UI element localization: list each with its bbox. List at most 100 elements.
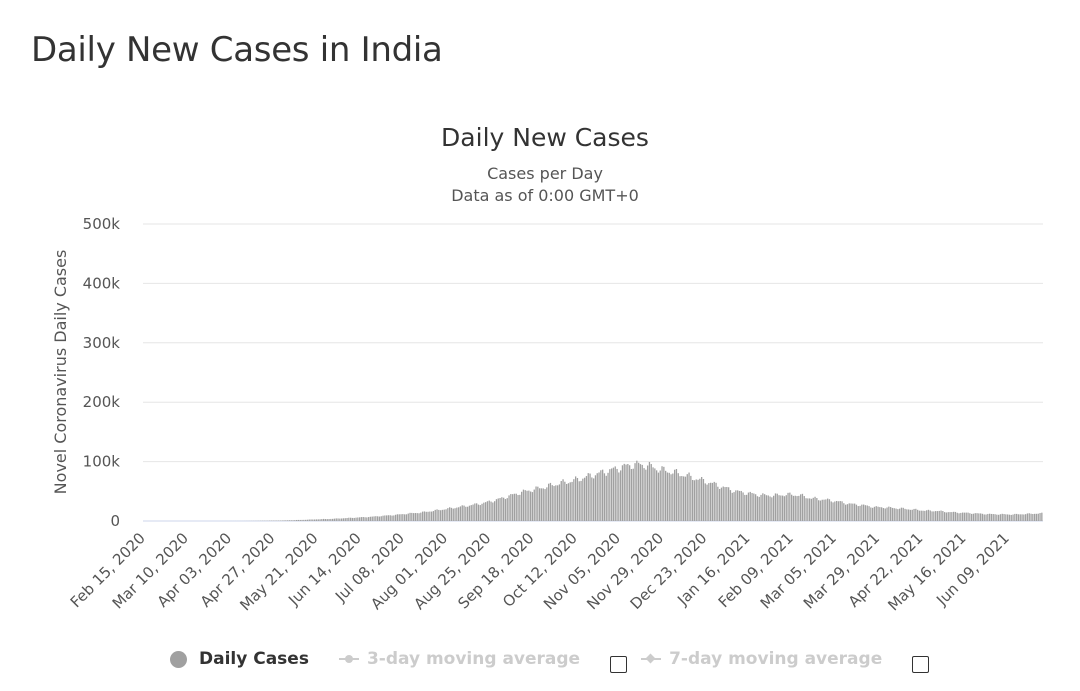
bar-day[interactable]: [445, 509, 447, 521]
bar-day[interactable]: [573, 479, 575, 521]
bar-day[interactable]: [699, 478, 701, 521]
bar-day[interactable]: [380, 516, 382, 521]
bar-day[interactable]: [386, 515, 388, 521]
bar-day[interactable]: [756, 496, 759, 521]
bar-day[interactable]: [735, 490, 737, 521]
bar-day[interactable]: [999, 514, 1002, 521]
bar-day[interactable]: [506, 498, 508, 521]
bar-day[interactable]: [414, 513, 417, 521]
bar-day[interactable]: [706, 484, 708, 521]
bar-day[interactable]: [670, 474, 672, 521]
bar-day[interactable]: [580, 480, 582, 521]
bar-day[interactable]: [1021, 514, 1023, 521]
bar-day[interactable]: [936, 511, 939, 521]
bar-day[interactable]: [909, 509, 912, 521]
bar-day[interactable]: [855, 504, 858, 521]
bar-day[interactable]: [969, 513, 971, 521]
bar-day[interactable]: [812, 497, 814, 521]
bar-day[interactable]: [783, 496, 786, 521]
bar-day[interactable]: [668, 472, 670, 521]
bar-day[interactable]: [990, 513, 993, 521]
bar-day[interactable]: [479, 505, 481, 521]
bar-day[interactable]: [1001, 513, 1003, 521]
bar-day[interactable]: [486, 501, 489, 521]
bar-day[interactable]: [341, 518, 343, 521]
bar-day[interactable]: [942, 511, 944, 521]
bar-day[interactable]: [427, 511, 429, 521]
bar-day[interactable]: [983, 514, 985, 521]
bar-day[interactable]: [639, 464, 642, 521]
bar-day[interactable]: [891, 507, 894, 521]
bar-day[interactable]: [801, 493, 804, 521]
bar-day[interactable]: [488, 500, 490, 521]
bar-day[interactable]: [895, 508, 897, 521]
bar-day[interactable]: [684, 476, 687, 521]
bar-day[interactable]: [1034, 513, 1036, 521]
bar-day[interactable]: [884, 508, 886, 521]
bar-day[interactable]: [922, 510, 924, 521]
bar-day[interactable]: [348, 517, 350, 521]
bar-day[interactable]: [499, 498, 501, 521]
bar-day[interactable]: [899, 508, 901, 521]
bar-day[interactable]: [841, 501, 843, 521]
bar-day[interactable]: [938, 510, 940, 521]
bar-day[interactable]: [774, 493, 777, 521]
bar-day[interactable]: [828, 499, 831, 521]
legend-item-7-day-average[interactable]: 7-day moving average: [641, 649, 882, 669]
bar-day[interactable]: [956, 512, 958, 521]
bar-day[interactable]: [836, 500, 838, 521]
bar-day[interactable]: [632, 468, 634, 521]
bar-day[interactable]: [1023, 514, 1025, 521]
bar-day[interactable]: [886, 507, 888, 521]
bar-day[interactable]: [391, 515, 393, 521]
bar-day[interactable]: [443, 509, 445, 521]
bar-day[interactable]: [868, 506, 870, 521]
bar-day[interactable]: [571, 481, 573, 521]
bar-day[interactable]: [1016, 513, 1018, 521]
bar-day[interactable]: [492, 502, 494, 522]
bar-day[interactable]: [409, 512, 411, 521]
bar-day[interactable]: [839, 501, 841, 521]
bar-day[interactable]: [468, 505, 471, 521]
bar-day[interactable]: [589, 473, 591, 521]
bar-day[interactable]: [767, 495, 769, 521]
bar-day[interactable]: [378, 516, 381, 521]
bar-day[interactable]: [854, 503, 856, 521]
bar-day[interactable]: [850, 503, 852, 521]
bar-day[interactable]: [308, 519, 310, 521]
bar-day[interactable]: [483, 502, 485, 521]
bar-day[interactable]: [859, 505, 861, 521]
bar-day[interactable]: [720, 487, 723, 521]
bar-day[interactable]: [906, 509, 908, 521]
bar-day[interactable]: [974, 513, 976, 521]
bar-day[interactable]: [474, 503, 476, 521]
bar-day[interactable]: [317, 519, 319, 521]
bar-day[interactable]: [994, 514, 996, 521]
bar-day[interactable]: [513, 493, 516, 521]
bar-day[interactable]: [713, 481, 715, 521]
bar-day[interactable]: [848, 503, 850, 521]
bar-day[interactable]: [481, 503, 483, 521]
bar-day[interactable]: [751, 492, 753, 521]
bar-day[interactable]: [1041, 512, 1043, 521]
bar-day[interactable]: [1019, 514, 1021, 521]
bar-day[interactable]: [515, 493, 517, 521]
bar-day[interactable]: [773, 495, 775, 521]
bar-day[interactable]: [762, 493, 764, 521]
bar-day[interactable]: [726, 487, 728, 521]
bar-day[interactable]: [387, 515, 390, 521]
bar-day[interactable]: [625, 464, 627, 521]
bar-day[interactable]: [459, 506, 462, 521]
bar-day[interactable]: [962, 512, 964, 521]
bar-day[interactable]: [636, 460, 638, 521]
bar-day[interactable]: [704, 483, 706, 521]
bar-day[interactable]: [342, 518, 345, 521]
bar-day[interactable]: [522, 489, 525, 521]
bar-day[interactable]: [665, 470, 667, 521]
bar-day[interactable]: [467, 506, 469, 521]
bar-day[interactable]: [472, 504, 474, 521]
bar-day[interactable]: [450, 507, 453, 521]
bar-day[interactable]: [393, 515, 395, 521]
bar-day[interactable]: [879, 507, 881, 521]
bar-day[interactable]: [796, 496, 798, 521]
